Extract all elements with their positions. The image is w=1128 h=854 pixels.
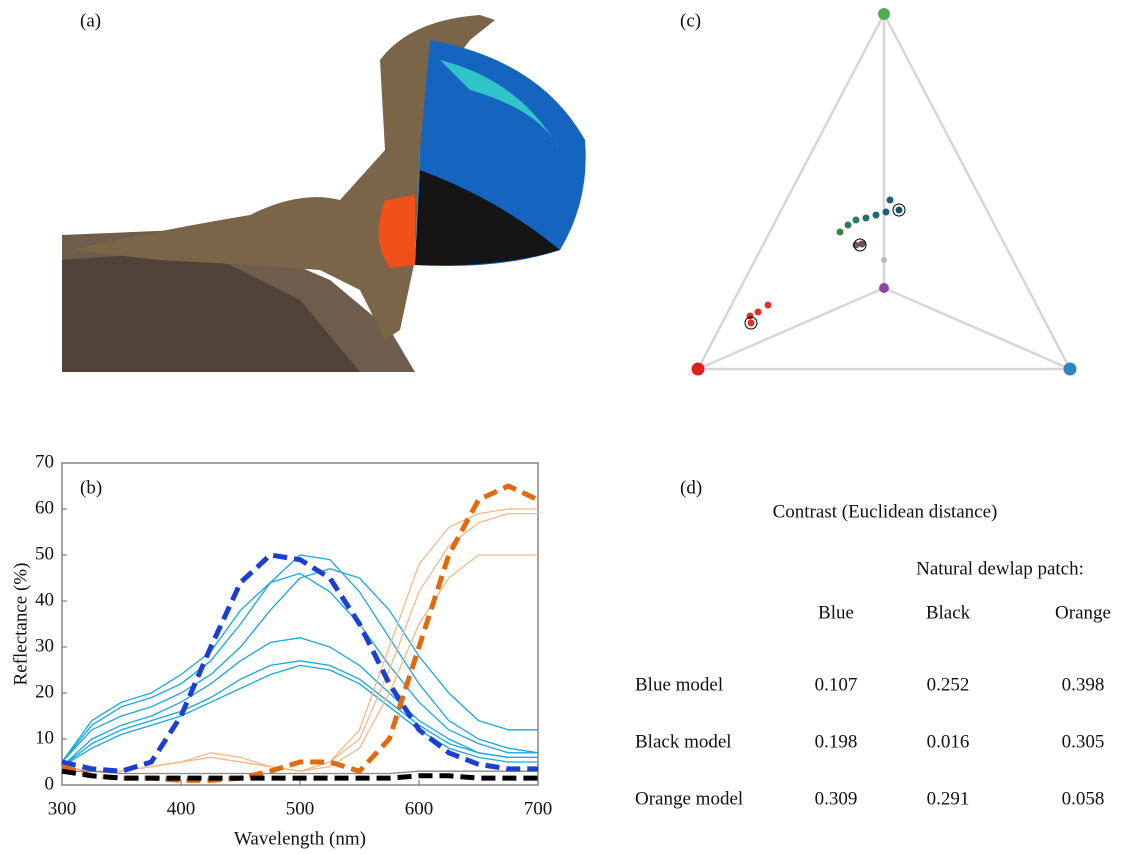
model-line [62, 771, 538, 778]
panel-label: (c) [680, 10, 701, 31]
y-tick-label: 50 [35, 543, 54, 564]
cell: 0.305 [1062, 731, 1105, 752]
row-label: Orange model [635, 788, 743, 809]
panel-label: (a) [80, 10, 101, 31]
cell: 0.016 [927, 731, 970, 752]
panel-label: (d) [680, 477, 702, 498]
cell: 0.107 [815, 674, 858, 695]
y-tick-label: 40 [35, 589, 54, 610]
column-header: Blue [818, 602, 854, 623]
spectrum-line [62, 638, 538, 767]
panel-label: (b) [80, 477, 102, 498]
spectrum-line [62, 573, 538, 762]
column-header: Black [926, 602, 971, 623]
y-axis-label: Reflectance (%) [10, 563, 31, 686]
table-subheader: Natural dewlap patch: [916, 558, 1084, 579]
y-tick-label: 70 [35, 451, 54, 472]
row-label: Blue model [635, 674, 723, 695]
x-axis-label: Wavelength (nm) [234, 828, 366, 849]
table-title: Contrast (Euclidean distance) [773, 501, 998, 522]
cell: 0.309 [815, 788, 858, 809]
y-tick-label: 0 [45, 773, 55, 794]
cell: 0.198 [815, 731, 858, 752]
cell: 0.058 [1062, 788, 1105, 809]
cell: 0.398 [1062, 674, 1105, 695]
spectrum-line [62, 665, 538, 766]
figure: (a) (c) (d) (b) Wavelength (nm) Reflecta… [0, 0, 1128, 854]
cell: 0.291 [927, 788, 970, 809]
x-tick-label: 300 [48, 798, 77, 819]
plot-frame [62, 463, 538, 785]
column-header: Orange [1055, 602, 1111, 623]
spectrum-line [62, 661, 538, 767]
y-tick-label: 10 [35, 727, 54, 748]
tetrahedron [698, 14, 1070, 369]
x-tick-label: 600 [405, 798, 434, 819]
cell: 0.252 [927, 674, 970, 695]
x-tick-label: 500 [286, 798, 315, 819]
y-tick-label: 60 [35, 497, 54, 518]
lizard-photo [62, 15, 586, 372]
x-tick-label: 400 [167, 798, 196, 819]
y-tick-label: 30 [35, 635, 54, 656]
row-label: Black model [635, 731, 732, 752]
model-line [62, 486, 538, 780]
page: (a) (c) (d) (b) Wavelength (nm) Reflecta… [0, 0, 1128, 854]
x-tick-label: 700 [524, 798, 553, 819]
spectrum-line [62, 514, 538, 772]
table: Blue Black Orange Blue model 0.107 0.252 0.398… [635, 602, 1111, 809]
y-tick-label: 20 [35, 681, 54, 702]
